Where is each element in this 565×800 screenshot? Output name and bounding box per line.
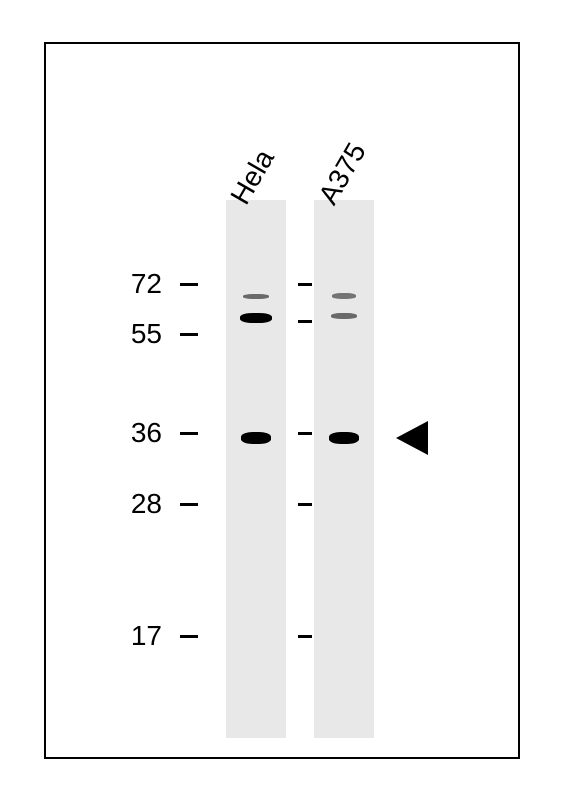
target-arrow-icon (394, 421, 428, 455)
mw-label-55: 55 (112, 318, 162, 350)
lane1-band-3 (241, 432, 271, 444)
mw-label-72: 72 (112, 268, 162, 300)
mw-tick-55 (180, 333, 198, 336)
lane2-band-3 (329, 432, 359, 444)
mid-tick-28 (298, 503, 312, 506)
lane2-band-2 (331, 313, 357, 319)
lane2-band-1 (332, 293, 356, 299)
mw-tick-72 (180, 283, 198, 286)
lane1-band-1 (243, 294, 269, 299)
mw-label-28: 28 (112, 488, 162, 520)
lane-1-strip (226, 200, 286, 738)
mw-tick-28 (180, 503, 198, 506)
mid-tick-55 (298, 320, 312, 323)
mw-tick-36 (180, 432, 198, 435)
mw-tick-17 (180, 635, 198, 638)
lane1-band-2 (240, 313, 272, 323)
mw-label-17: 17 (112, 620, 162, 652)
mid-tick-36 (298, 432, 312, 435)
mid-tick-17 (298, 635, 312, 638)
mid-tick-72 (298, 283, 312, 286)
lane-2-strip (314, 200, 374, 738)
mw-label-36: 36 (112, 417, 162, 449)
